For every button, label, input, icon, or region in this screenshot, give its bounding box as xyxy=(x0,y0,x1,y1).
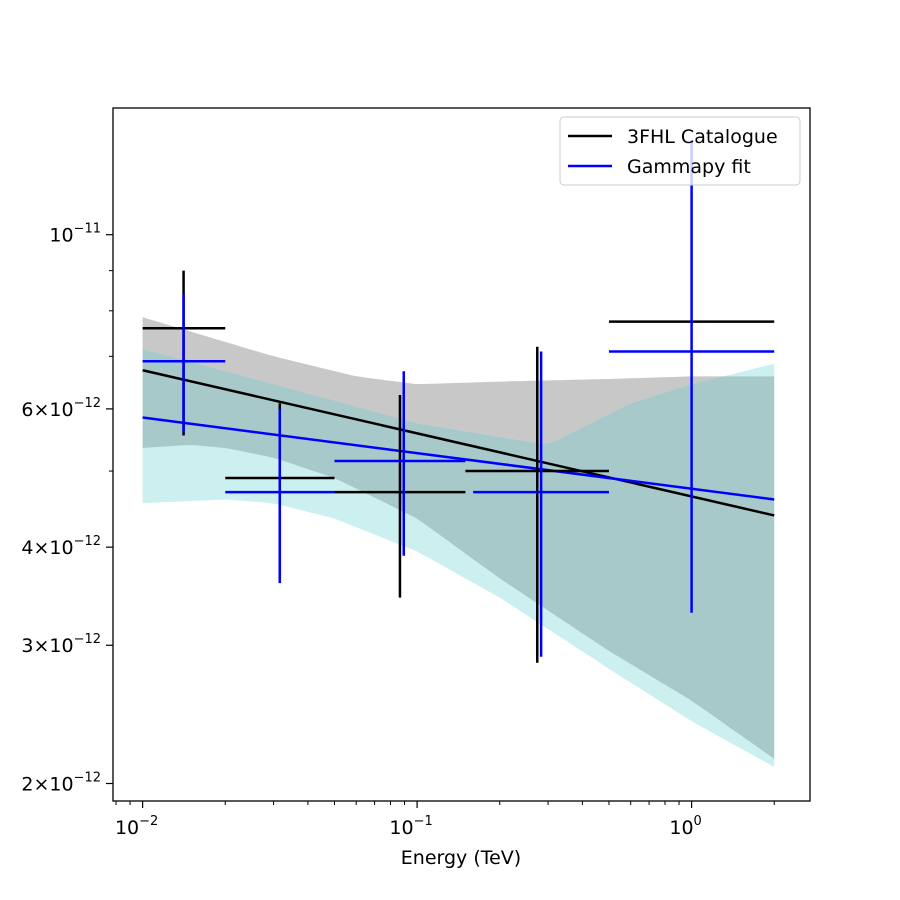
legend-label-fit: Gammapy fit xyxy=(627,156,751,178)
flux-points xyxy=(142,140,775,663)
model-lines xyxy=(142,369,775,517)
model-line-3fhl-catalogue xyxy=(142,369,775,517)
x-tick-label: 10−2 xyxy=(115,814,158,839)
model-line-gammapy-fit xyxy=(142,416,775,501)
x-axis-label: Energy (TeV) xyxy=(401,847,521,869)
y-axis: 10−11 6×10−12 4×10−12 3×10−12 2×10−12 xyxy=(21,222,113,796)
confidence-bands xyxy=(142,317,775,767)
legend: 3FHL Catalogue Gammapy fit xyxy=(559,116,801,186)
x-tick-label: 100 xyxy=(669,814,701,839)
x-tick-label: 10−1 xyxy=(389,814,432,839)
y-tick-label: 10−11 xyxy=(49,222,101,247)
y-tick-label: 3×10−12 xyxy=(21,632,101,657)
x-axis: 10−2 10−1 100 xyxy=(115,801,775,839)
y-tick-label: 2×10−12 xyxy=(21,771,101,796)
legend-label-catalogue: 3FHL Catalogue xyxy=(627,126,778,148)
plot-frame xyxy=(112,107,811,802)
y-tick-label: 6×10−12 xyxy=(21,396,101,421)
y-tick-label: 4×10−12 xyxy=(21,534,101,559)
legend-frame xyxy=(559,116,801,186)
